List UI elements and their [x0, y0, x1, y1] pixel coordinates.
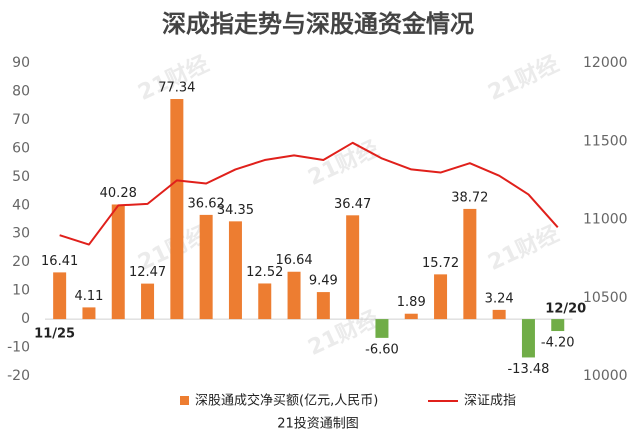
y2-tick-label: 12000	[583, 55, 628, 71]
data-label: 34.35	[217, 203, 254, 218]
bar	[316, 292, 330, 320]
bar	[82, 307, 96, 320]
y-tick-label: 30	[12, 226, 30, 242]
y-tick-label: 70	[12, 112, 30, 128]
y2-tick-label: 11500	[583, 133, 628, 149]
data-label: 9.49	[309, 274, 338, 289]
bar	[170, 99, 184, 320]
data-label: 38.72	[451, 190, 488, 205]
y2-tick-label: 10000	[583, 368, 628, 384]
watermark: 21财经	[304, 136, 383, 191]
bar	[199, 214, 213, 320]
y-tick-label: 20	[12, 254, 30, 270]
legend-swatch	[180, 396, 189, 405]
watermark: 21财经	[484, 221, 563, 276]
bar	[141, 283, 155, 320]
y-tick-label: 60	[12, 140, 30, 156]
bar	[463, 208, 477, 320]
x-tick-label: 12/20	[545, 302, 586, 317]
data-label: -13.48	[507, 362, 549, 377]
data-label: 3.24	[485, 291, 514, 306]
data-label: 15.72	[422, 256, 459, 271]
y-tick-label: -20	[7, 368, 30, 384]
watermark: 21财经	[134, 51, 213, 106]
bar	[228, 221, 242, 320]
y-tick-label: 90	[12, 55, 30, 71]
data-label: 16.64	[275, 253, 312, 268]
bar	[258, 283, 272, 320]
bar	[492, 309, 506, 320]
legend-label: 深股通成交净买额(亿元,人民币)	[195, 393, 378, 409]
chart-title: 深成指走势与深股通资金情况	[162, 10, 474, 38]
x-tick-label: 11/25	[34, 327, 75, 342]
y-tick-label: 80	[12, 83, 30, 99]
data-label: -4.20	[541, 336, 575, 351]
data-label: 36.62	[188, 196, 225, 211]
y-tick-label: 40	[12, 197, 30, 213]
data-label: 4.11	[74, 289, 103, 304]
data-label: -6.60	[365, 342, 399, 357]
y-tick-label: -10	[7, 340, 30, 356]
bar	[521, 319, 535, 358]
bar	[111, 204, 125, 320]
line	[59, 141, 559, 246]
data-label: 12.47	[129, 265, 166, 280]
y-tick-label: 50	[12, 169, 30, 185]
data-label: 16.41	[41, 254, 78, 269]
legend-label: 深证成指	[464, 394, 516, 409]
bar	[53, 272, 67, 320]
data-label: 36.47	[334, 197, 371, 212]
y-tick-label: 10	[12, 283, 30, 299]
watermark: 21财经	[484, 51, 563, 106]
bar	[346, 215, 360, 320]
bar	[551, 319, 565, 332]
y2-tick-label: 10500	[583, 290, 628, 306]
data-label: 12.52	[246, 265, 283, 280]
bar	[375, 319, 389, 338]
data-label: 77.34	[158, 81, 195, 96]
source-note: 21投资通制图	[277, 416, 359, 432]
bar	[404, 313, 418, 320]
data-label: 40.28	[100, 186, 137, 201]
data-label: 1.89	[397, 295, 426, 310]
y2-tick-label: 11000	[583, 212, 628, 228]
bar	[287, 271, 301, 320]
bar	[434, 274, 448, 320]
y-tick-label: 0	[21, 311, 30, 327]
